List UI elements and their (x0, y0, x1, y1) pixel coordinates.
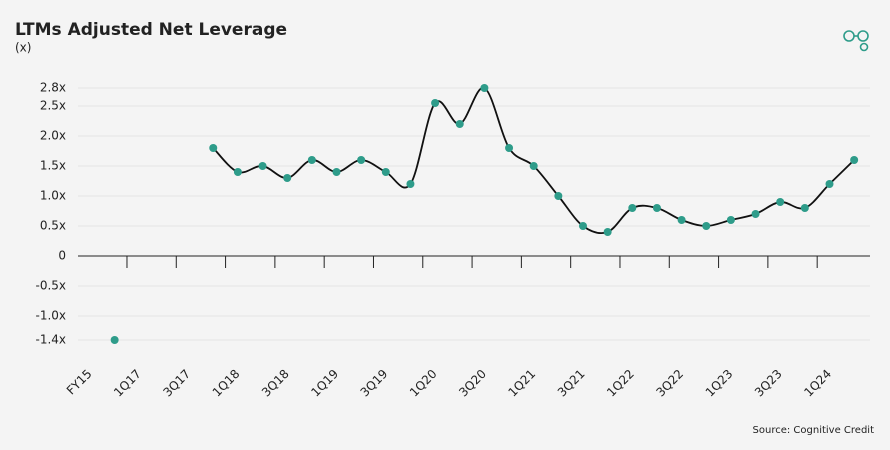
chart-subtitle: (x) (15, 41, 31, 55)
point (776, 198, 785, 206)
x-tick-label: 3Q19 (358, 367, 391, 400)
x-tick-label: 3Q22 (653, 367, 686, 400)
point (825, 180, 834, 188)
x-tick-label: 3Q23 (752, 367, 785, 400)
point (209, 144, 218, 152)
point (381, 168, 390, 176)
x-tick-label: 1Q18 (210, 367, 243, 400)
x-tick-label: FY15 (64, 367, 95, 398)
x-tick-label: 1Q23 (703, 367, 736, 400)
y-tick-label: -1.4x (35, 333, 66, 347)
x-tick-label: 3Q20 (456, 367, 489, 400)
point (233, 168, 242, 176)
x-tick-label: 1Q21 (506, 367, 539, 400)
point (110, 336, 119, 344)
point (357, 156, 366, 164)
x-tick-label: 1Q19 (308, 367, 341, 400)
source: Source: Cognitive Credit (753, 425, 875, 436)
y-tick-label: -1.0x (35, 309, 66, 323)
x-tick-label: 1Q24 (801, 367, 834, 400)
point (283, 174, 292, 182)
point (702, 222, 711, 230)
point (480, 84, 489, 92)
point (332, 168, 341, 176)
point (431, 99, 440, 107)
point (455, 120, 464, 128)
logo (843, 30, 869, 52)
y-tick-label: 2.8x (40, 81, 66, 95)
y-tick-label: 1.0x (40, 189, 66, 203)
y-tick-label: 0 (58, 249, 66, 263)
y-tick-label: 1.5x (40, 159, 66, 173)
x-tick-label: 1Q22 (604, 367, 637, 400)
point (529, 162, 538, 170)
point (406, 180, 415, 188)
point (677, 216, 686, 224)
y-tick-label: -0.5x (35, 279, 66, 293)
x-tick-label: 3Q18 (259, 367, 292, 400)
point (505, 144, 514, 152)
point (628, 204, 637, 212)
point (850, 156, 859, 164)
y-tick-label: 0.5x (40, 219, 66, 233)
point (307, 156, 316, 164)
x-tick-label: 3Q17 (160, 367, 193, 400)
point (579, 222, 587, 230)
point (726, 216, 735, 224)
x-tick-label: 1Q17 (111, 367, 144, 400)
point (652, 204, 661, 212)
point (554, 192, 563, 200)
x-tick-label: 3Q21 (555, 367, 588, 400)
x-tick-label: 1Q20 (407, 367, 440, 400)
point (603, 228, 612, 236)
y-tick-label: 2.5x (40, 99, 66, 113)
y-tick-label: 2.0x (40, 129, 66, 143)
point (800, 204, 809, 212)
point (258, 162, 267, 170)
point (751, 210, 760, 218)
chart-title: LTMs Adjusted Net Leverage (15, 20, 287, 40)
